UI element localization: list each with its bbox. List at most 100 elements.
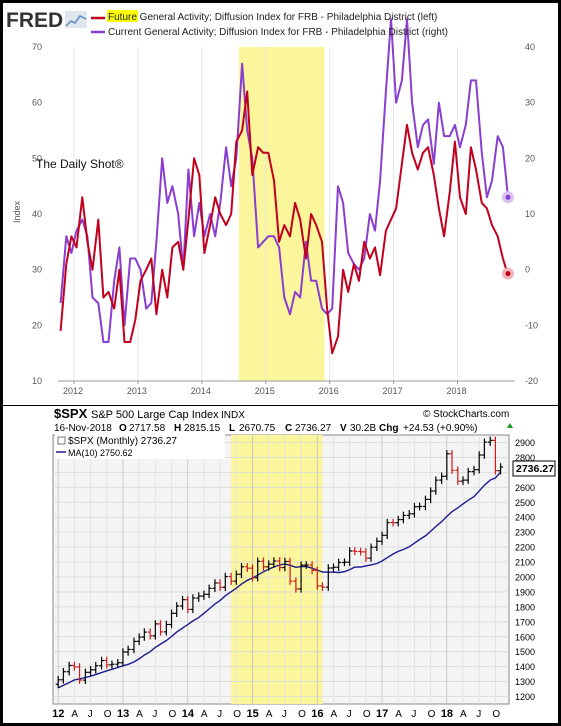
- y-tick-left: 10: [32, 376, 42, 386]
- y-tick-right: 0: [525, 265, 530, 275]
- price-bar: [400, 511, 406, 524]
- x-tick-label: J: [152, 709, 157, 720]
- x-tick-label: 17: [376, 708, 388, 720]
- price-tick: 1200: [515, 692, 535, 702]
- price-bar: [169, 609, 175, 629]
- price-bar: [82, 668, 88, 684]
- price-bar: [358, 547, 364, 556]
- x-tick-label: 14: [182, 708, 195, 720]
- price-bar: [309, 561, 315, 575]
- price-bar: [293, 577, 299, 593]
- price-bar: [222, 572, 228, 592]
- price-bar: [352, 547, 358, 556]
- price-bar: [66, 661, 72, 676]
- x-tick-label: J: [347, 709, 352, 720]
- price-bar: [190, 594, 196, 614]
- x-tick-label: A: [460, 709, 467, 720]
- price-bar: [287, 557, 293, 585]
- quote-line: 16-Nov-2018 O 2717.58 H 2815.15 L 2670.7…: [54, 423, 478, 434]
- legend-ma: MA(10) 2750.62: [68, 448, 133, 458]
- price-bar: [93, 662, 99, 674]
- price-bar: [125, 645, 131, 656]
- price-bar: [277, 557, 283, 572]
- x-tick-label: 2016: [319, 386, 339, 396]
- y-tick-left: 60: [32, 98, 42, 108]
- price-tick: 1500: [515, 647, 535, 657]
- x-tick-label: 2015: [255, 386, 275, 396]
- y-tick-right: 40: [525, 42, 535, 52]
- price-bar: [455, 466, 461, 485]
- x-tick-label: 15: [247, 708, 259, 720]
- exchange: INDX: [221, 410, 245, 421]
- x-tick-label: O: [428, 709, 436, 720]
- x-tick-label: 2014: [191, 386, 211, 396]
- price-bar: [395, 515, 401, 527]
- x-tick-label: O: [169, 709, 177, 720]
- x-tick-label: A: [395, 709, 402, 720]
- price-bar: [465, 467, 471, 484]
- price-tick: 2000: [515, 572, 535, 582]
- price-bar: [460, 476, 466, 485]
- price-tick: 1600: [515, 632, 535, 642]
- price-bar: [77, 663, 83, 684]
- price-bar: [298, 561, 304, 593]
- x-tick-label: 2017: [383, 386, 403, 396]
- price-bar: [303, 561, 309, 569]
- price-bar: [120, 648, 126, 667]
- price-bar: [471, 465, 477, 476]
- price-bar: [336, 558, 342, 571]
- price-tick: 1300: [515, 677, 535, 687]
- y-tick-left: 70: [32, 42, 42, 52]
- price-bar: [261, 557, 267, 571]
- price-bar: [379, 531, 385, 545]
- price-bar: [141, 628, 147, 641]
- source-credit: © StockCharts.com: [423, 409, 509, 420]
- shaded-period: [231, 435, 323, 704]
- price-bar: [314, 566, 320, 590]
- price-bar: [109, 660, 115, 669]
- legend-main: $SPX (Monthly) 2736.27: [68, 436, 177, 447]
- y-tick-left: 20: [32, 320, 42, 330]
- price-bar: [185, 595, 191, 614]
- price-bar: [255, 557, 261, 582]
- price-bar: [368, 543, 374, 562]
- price-bar: [374, 537, 380, 551]
- y-tick-right: 10: [525, 209, 535, 219]
- price-tick: 2400: [515, 513, 535, 523]
- price-bar: [406, 510, 412, 520]
- price-bar: [228, 572, 234, 585]
- legend-highlight: [107, 10, 138, 22]
- x-tick-label: A: [136, 709, 143, 720]
- symbol: $SPX: [54, 406, 88, 421]
- y-tick-right: 20: [525, 153, 535, 163]
- y-tick-right: 30: [525, 98, 535, 108]
- price-bar: [115, 659, 121, 668]
- x-tick-label: O: [492, 709, 500, 720]
- fred-logo[interactable]: FRED: [6, 9, 63, 32]
- price-bar: [174, 602, 180, 618]
- price-tick: 2200: [515, 543, 535, 553]
- last-price: 2736.27: [516, 463, 554, 475]
- x-tick-label: A: [266, 709, 273, 720]
- price-bar: [266, 560, 272, 571]
- y-tick-left: 50: [32, 153, 42, 163]
- price-bar: [433, 476, 439, 495]
- price-bar: [60, 667, 66, 684]
- price-bar: [147, 628, 153, 640]
- series-toggle-icon[interactable]: [57, 436, 66, 445]
- price-bar: [196, 592, 202, 602]
- price-bar: [341, 558, 347, 567]
- price-bar: [250, 564, 255, 582]
- fred-chart: 10 20 30 40 50 60 70 -20 -10 0 10 20 30 40 2012 2013 201…: [3, 3, 558, 405]
- x-tick-label: A: [201, 709, 208, 720]
- x-tick-label: J: [217, 709, 222, 720]
- price-bar: [158, 620, 164, 636]
- price-bar: [330, 563, 336, 572]
- y-tick-right: -20: [525, 376, 538, 386]
- price-bar: [131, 637, 137, 654]
- x-tick-label: O: [233, 709, 241, 720]
- price-bar: [476, 451, 482, 474]
- price-bar: [244, 563, 250, 572]
- price-bar: [104, 656, 110, 669]
